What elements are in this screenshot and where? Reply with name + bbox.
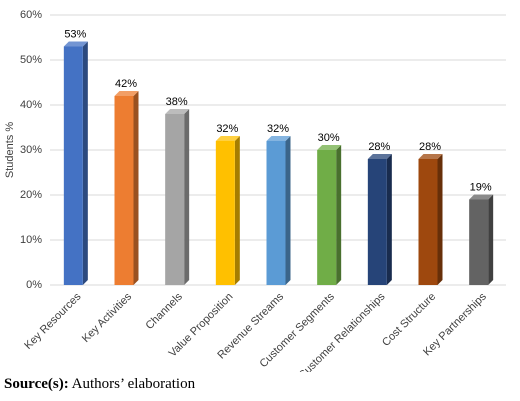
- bar-top: [114, 91, 139, 96]
- value-label: 32%: [267, 123, 289, 135]
- bar-side: [234, 136, 240, 285]
- x-tick-label: Cost Structure: [380, 291, 438, 349]
- value-label: 53%: [64, 28, 86, 40]
- bar: [367, 159, 387, 285]
- bar-side: [184, 109, 190, 285]
- chart: Students % 0% 10% 20% 30% 40% 50% 60% Key Resou…: [4, 9, 506, 372]
- source-label: Source(s):: [4, 376, 69, 392]
- bar-side: [82, 41, 88, 285]
- bar-top: [63, 41, 88, 47]
- y-tick-label: 40%: [20, 99, 42, 111]
- x-tick-label: Key Activities: [80, 290, 135, 345]
- x-tick-label: Key Resources: [22, 290, 84, 352]
- value-label: 32%: [216, 123, 238, 135]
- bar-side: [133, 91, 139, 285]
- y-tick-label: 30%: [20, 144, 42, 156]
- bar-top: [266, 136, 291, 141]
- source-text: Authors’ elaboration: [71, 376, 196, 392]
- bar-top: [215, 136, 240, 141]
- x-tick-label: Customer Relationships: [296, 290, 387, 372]
- bar-top: [469, 194, 494, 200]
- y-tick-label: 10%: [20, 234, 42, 246]
- value-label: 38%: [166, 96, 188, 108]
- bar: [63, 46, 83, 285]
- value-label: 42%: [115, 78, 137, 90]
- x-tick-label: Channels: [143, 290, 185, 332]
- value-label: 19%: [470, 181, 492, 193]
- bar-side: [386, 154, 392, 285]
- y-tick-label: 20%: [20, 189, 42, 201]
- bar: [469, 199, 489, 285]
- bar: [418, 159, 438, 285]
- value-label: 28%: [419, 141, 441, 153]
- value-label: 30%: [318, 132, 340, 144]
- bar-top: [367, 154, 392, 159]
- value-label: 28%: [368, 141, 390, 153]
- bar: [266, 141, 286, 285]
- y-tick-label: 0%: [26, 279, 42, 291]
- bar: [317, 150, 337, 285]
- y-tick-label: 60%: [20, 9, 42, 21]
- bar: [114, 96, 134, 285]
- bar: [165, 114, 185, 285]
- bar: [215, 141, 235, 285]
- y-tick-label: 50%: [20, 54, 42, 66]
- source-note: Source(s): Authors’ elaboration: [4, 376, 195, 393]
- bar-top: [165, 109, 190, 114]
- bar-top: [317, 145, 342, 150]
- bar-side: [437, 154, 443, 285]
- bar-top: [418, 154, 443, 159]
- bar-side: [336, 145, 342, 285]
- y-axis-label: Students %: [4, 122, 16, 178]
- bar-side: [285, 136, 291, 285]
- bar-side: [488, 194, 494, 285]
